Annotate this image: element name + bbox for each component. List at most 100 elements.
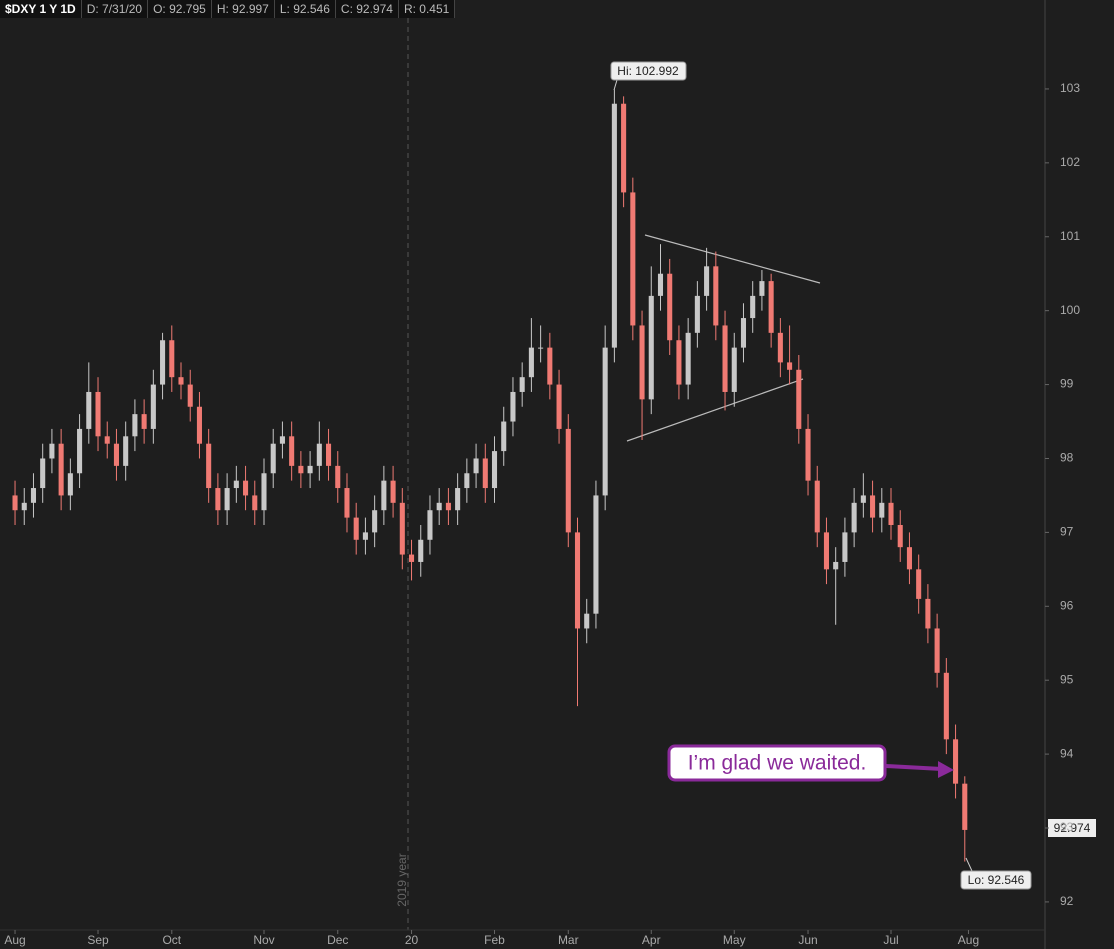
label-box xyxy=(610,61,687,81)
y-tick-label: 102 xyxy=(1060,155,1080,169)
candle-body xyxy=(657,273,664,296)
connector xyxy=(613,79,618,91)
candle-body xyxy=(851,502,857,533)
candle-body xyxy=(584,613,590,629)
candle-body xyxy=(169,340,175,378)
year-marker: 2019 year xyxy=(395,853,409,906)
header-item: R: 0.451 xyxy=(399,0,456,18)
candle-body xyxy=(556,384,562,429)
candle-body xyxy=(123,436,129,466)
candle-body xyxy=(833,561,839,570)
candle-body xyxy=(685,332,691,385)
candle-body xyxy=(713,266,719,326)
y-tick-label: 100 xyxy=(1060,303,1080,317)
x-tick-label: Apr xyxy=(642,933,661,947)
candle-body xyxy=(630,192,636,326)
candle-body xyxy=(408,554,415,562)
header-item: C: 92.974 xyxy=(336,0,399,18)
candle-body xyxy=(436,502,442,511)
callout-box xyxy=(667,744,887,782)
candle-body xyxy=(593,495,599,614)
candle-body xyxy=(316,443,322,466)
candle-body xyxy=(77,428,83,474)
candle-body xyxy=(141,414,147,429)
candle-body xyxy=(943,672,949,740)
candle-body xyxy=(58,443,64,496)
callout-arrowhead xyxy=(938,761,954,778)
candle-body xyxy=(528,347,534,378)
header-item: O: 92.795 xyxy=(148,0,212,18)
candle-body xyxy=(178,377,184,385)
candle-body xyxy=(113,443,119,466)
candle-body xyxy=(667,273,673,341)
candle-body xyxy=(888,502,894,525)
candle-body xyxy=(538,347,544,349)
y-tick-label: 101 xyxy=(1060,229,1080,243)
last-price-label: 92.974 xyxy=(1054,821,1091,835)
candle-body xyxy=(611,103,617,348)
candle-body xyxy=(823,532,830,570)
x-tick-label: 20 xyxy=(405,933,419,947)
candle-body xyxy=(344,488,350,518)
candle-body xyxy=(381,480,387,511)
candle-body xyxy=(842,532,848,562)
candle-body xyxy=(750,295,756,319)
candle-body xyxy=(196,406,202,444)
y-tick-label: 93 xyxy=(1060,820,1074,834)
candle-body xyxy=(768,281,774,333)
candle-body xyxy=(777,332,783,363)
x-tick-label: Feb xyxy=(484,933,505,947)
candle-body xyxy=(953,739,959,784)
candle-body xyxy=(187,384,193,407)
candle-body xyxy=(445,502,451,511)
x-tick-label: Aug xyxy=(4,933,25,947)
candle-body xyxy=(547,347,553,385)
x-tick-label: Oct xyxy=(162,933,181,947)
low-label: Lo: 92.546 xyxy=(968,873,1025,887)
candle-body xyxy=(289,436,295,466)
candle-body xyxy=(261,473,267,511)
candle-body xyxy=(353,517,359,540)
candle-body xyxy=(95,391,101,437)
candle-body xyxy=(252,495,258,511)
x-tick-label: Dec xyxy=(327,933,348,947)
candle-body xyxy=(233,480,239,489)
candle-body xyxy=(759,281,765,296)
candle-body xyxy=(722,325,728,392)
x-tick-label: May xyxy=(723,933,746,947)
candle-body xyxy=(399,502,405,555)
candle-body xyxy=(694,295,700,333)
header-item: $DXY 1 Y 1D xyxy=(0,0,82,18)
candle-body xyxy=(206,443,212,489)
x-tick-label: Mar xyxy=(558,933,579,947)
candle-body xyxy=(676,340,682,385)
label-box xyxy=(960,870,1032,890)
candle-body xyxy=(12,495,18,511)
candle-body xyxy=(962,783,968,830)
y-tick-label: 99 xyxy=(1060,377,1074,391)
candle-body xyxy=(639,325,645,400)
candle-body xyxy=(215,488,221,511)
candle-body xyxy=(224,488,230,511)
candle-body xyxy=(787,362,793,370)
candle-body xyxy=(390,480,396,503)
candle-body xyxy=(326,443,332,466)
y-tick-label: 98 xyxy=(1060,451,1074,465)
y-tick-label: 103 xyxy=(1060,81,1080,95)
high-label: Hi: 102.992 xyxy=(617,64,679,78)
callout-arrow xyxy=(885,764,943,771)
y-tick-label: 96 xyxy=(1060,598,1074,612)
callout-text: I’m glad we waited. xyxy=(688,752,867,775)
trend-line xyxy=(644,234,821,284)
candle-body xyxy=(427,510,433,540)
candle-body xyxy=(270,443,276,474)
candle-body xyxy=(501,421,507,452)
candle-body xyxy=(934,628,940,673)
connector xyxy=(965,857,973,872)
candle-body xyxy=(740,318,747,348)
candle-body xyxy=(40,458,46,489)
candle-body xyxy=(704,266,710,296)
candle-body xyxy=(298,465,304,474)
candle-body xyxy=(30,488,37,503)
